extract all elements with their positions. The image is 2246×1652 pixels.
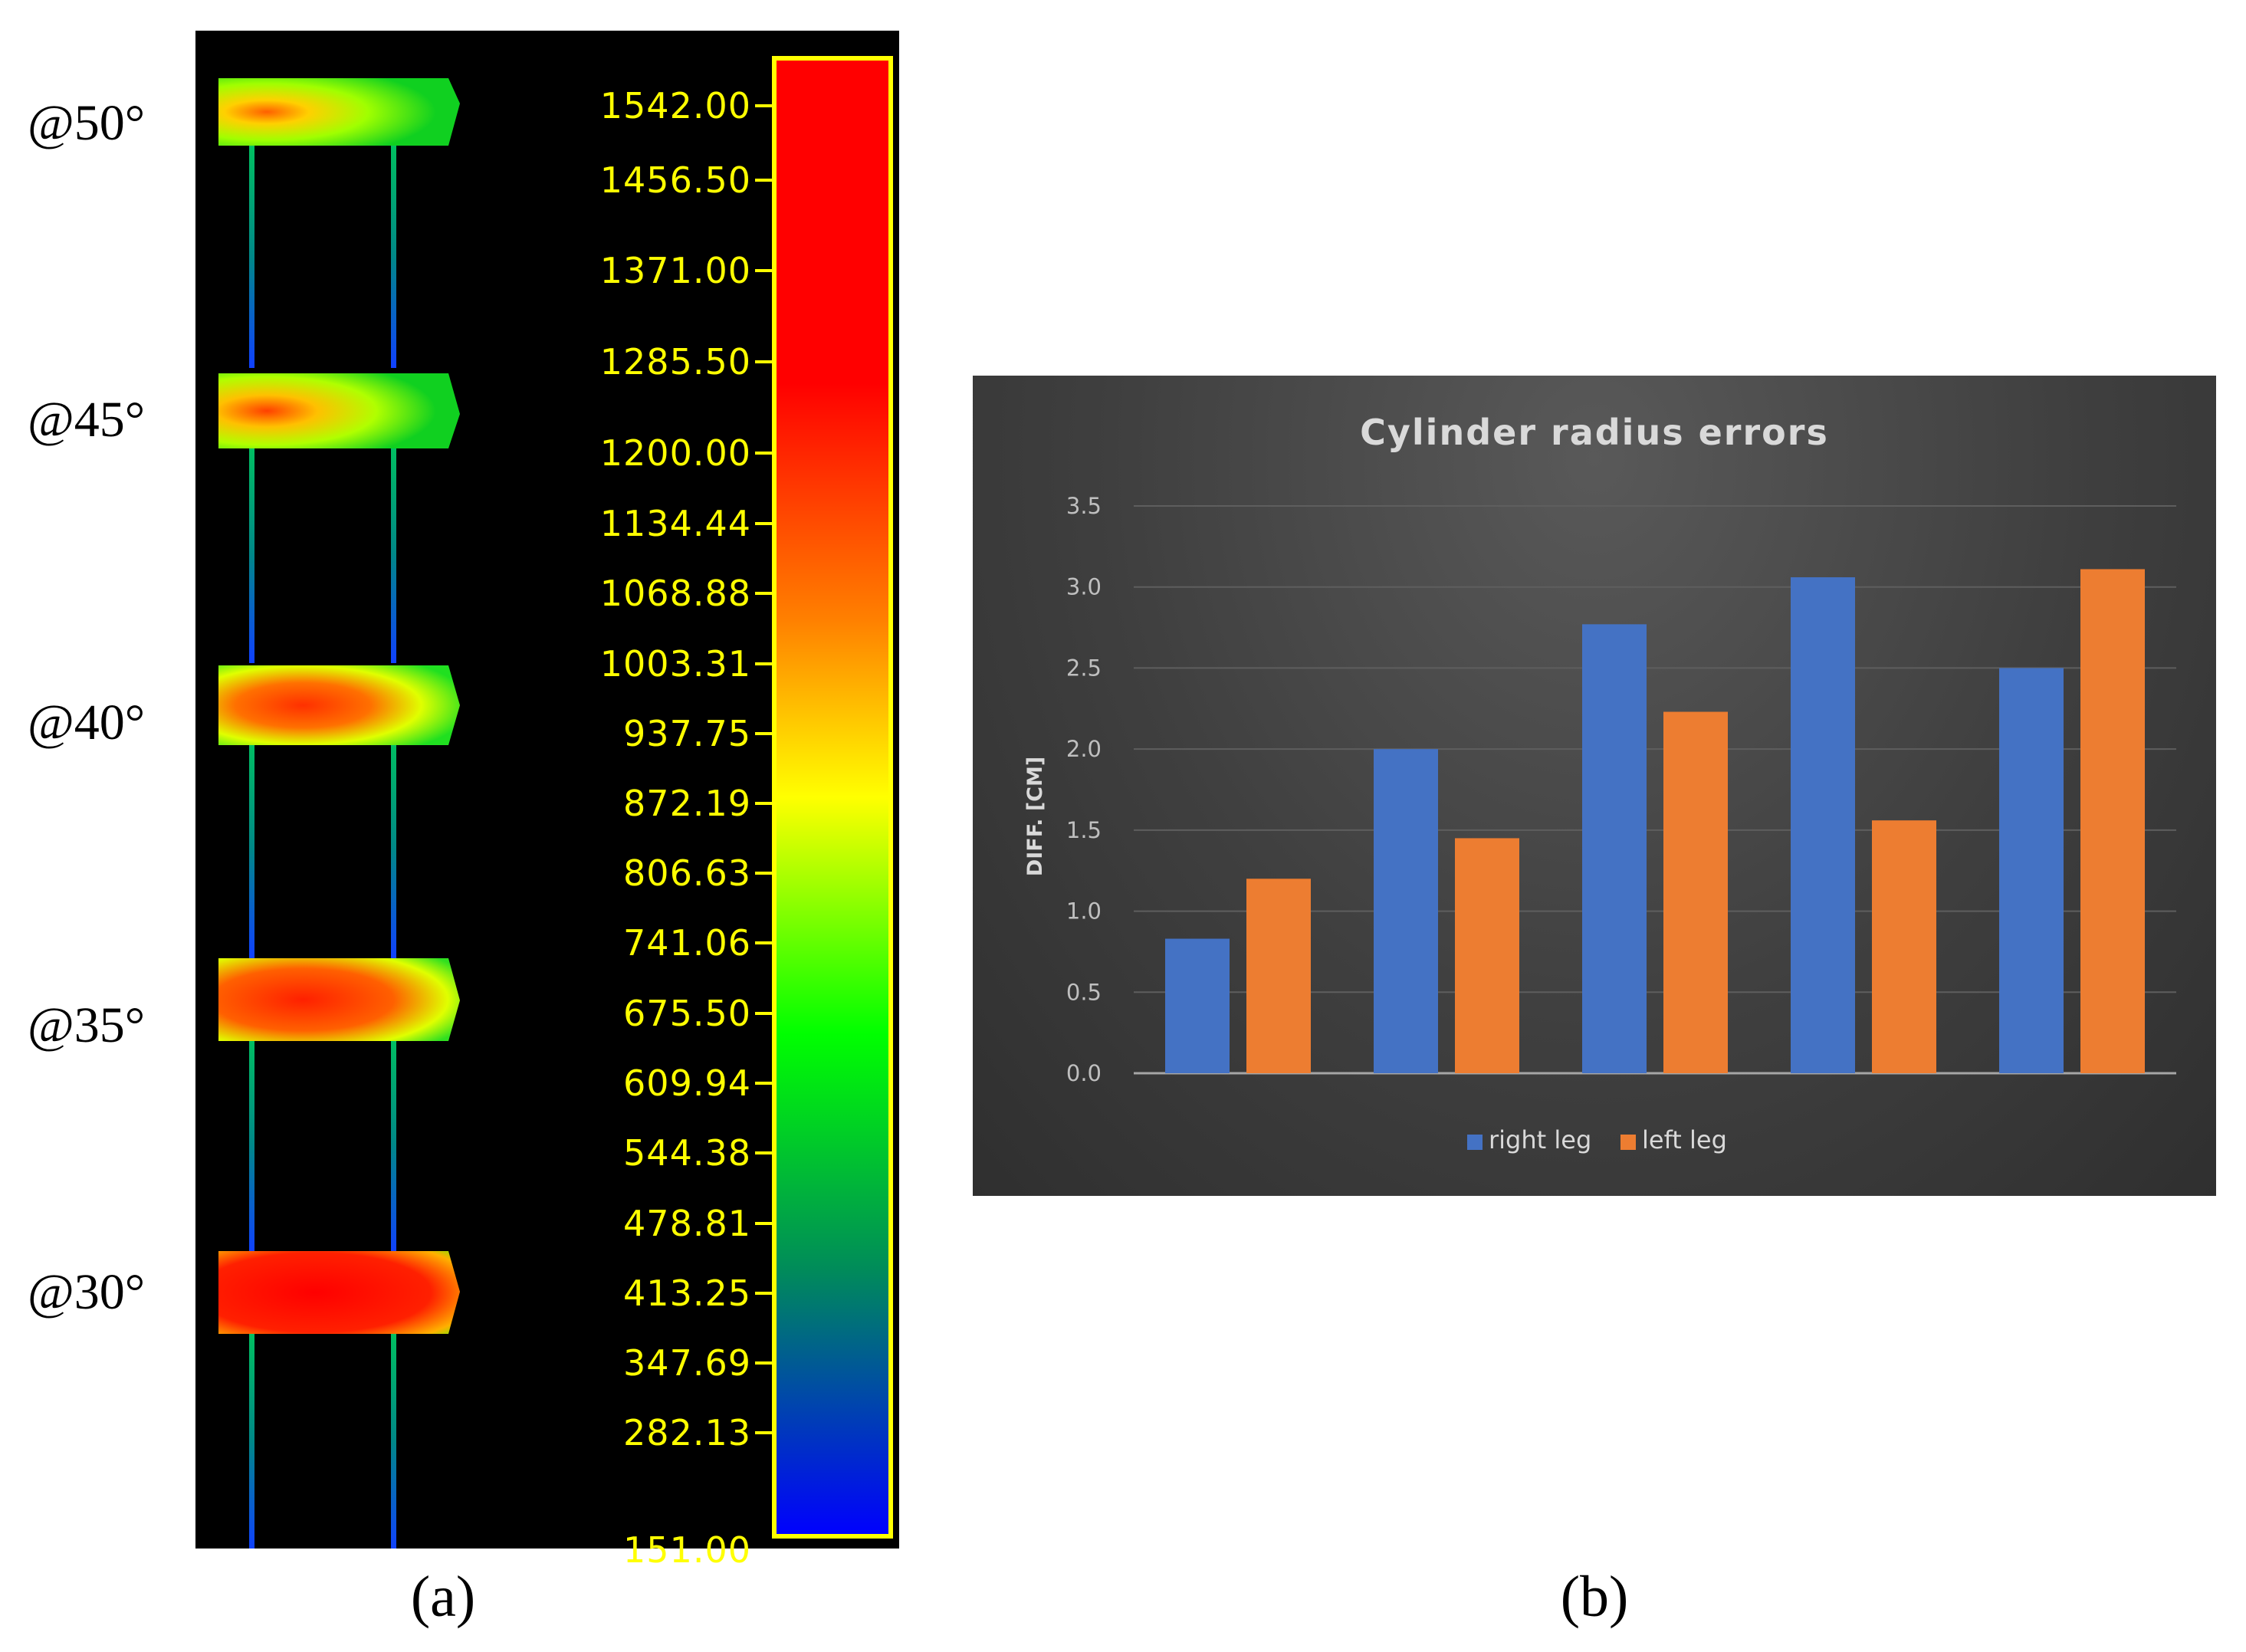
angle-label-30: @30° xyxy=(28,1264,146,1320)
colorbar-tick-label: 478.81 xyxy=(623,1203,751,1244)
y-tick-label: 0.0 xyxy=(1066,1060,1102,1086)
colorbar-tick-label: 609.94 xyxy=(623,1062,751,1104)
colorbar-tick-label: 741.06 xyxy=(623,922,751,964)
colorbar-tick-label: 1068.88 xyxy=(599,573,751,614)
y-tick-label: 2.5 xyxy=(1066,655,1102,681)
colorbar-tick-label: 151.00 xyxy=(623,1529,751,1571)
y-tick-label: 1.5 xyxy=(1066,817,1102,843)
y-tick-label: 3.5 xyxy=(1066,493,1102,519)
bar-right-leg-2 xyxy=(1374,749,1438,1073)
bar-left-leg-5 xyxy=(2080,569,2145,1073)
colorbar-tick-label: 544.38 xyxy=(623,1132,751,1174)
object-30deg xyxy=(218,1251,460,1549)
colorbar-tick-label: 872.19 xyxy=(623,783,751,824)
object-50deg xyxy=(218,78,460,368)
legend-label-left-leg: left leg xyxy=(1642,1125,1727,1154)
bar-left-leg-3 xyxy=(1663,711,1728,1073)
bar-chart-panel: Cylinder radius errors DIFF. [CM] 0.0 0.5… xyxy=(973,376,2216,1196)
colorbar-tick-label: 806.63 xyxy=(623,852,751,894)
colorbar-tick-marks xyxy=(755,104,772,1434)
colorbar-tick-label: 1285.50 xyxy=(599,341,751,383)
angle-label-35: @35° xyxy=(28,997,146,1053)
y-tick-label: 0.5 xyxy=(1066,979,1102,1005)
colorbar-tick-label: 675.50 xyxy=(623,993,751,1034)
colorbar-tick-label: 1542.00 xyxy=(599,85,751,126)
bar-right-leg-4 xyxy=(1791,577,1855,1073)
legend-swatch-right-leg xyxy=(1467,1135,1483,1150)
point-cloud-panel: 1542.00 1456.50 1371.00 1285.50 1200.00 1134.… xyxy=(195,31,899,1569)
bar-left-leg-1 xyxy=(1246,879,1311,1073)
bar-chart: Cylinder radius errors DIFF. [CM] 0.0 0.5… xyxy=(1023,412,2176,1154)
object-40deg xyxy=(218,665,460,958)
colorbar-tick-label: 1371.00 xyxy=(599,250,751,291)
y-axis-ticks: 0.0 0.5 1.0 1.5 2.0 2.5 3.0 3.5 xyxy=(1066,493,1102,1086)
point-cloud-graphic xyxy=(218,56,893,1549)
caption-b: (b) xyxy=(1560,1565,1629,1629)
object-45deg xyxy=(218,373,460,663)
legend-label-right-leg: right leg xyxy=(1489,1125,1591,1154)
y-tick-label: 1.0 xyxy=(1066,898,1102,925)
bar-right-leg-3 xyxy=(1582,624,1647,1073)
bar-right-leg-5 xyxy=(1999,668,2064,1073)
colorbar-tick-label: 347.69 xyxy=(623,1342,751,1384)
y-tick-label: 2.0 xyxy=(1066,736,1102,762)
colorbar-tick-label: 413.25 xyxy=(623,1273,751,1314)
bar-right-leg-1 xyxy=(1165,938,1230,1073)
colorbar-tick-label: 1200.00 xyxy=(599,432,751,474)
colorbar xyxy=(772,56,893,1539)
y-axis-label: DIFF. [CM] xyxy=(1023,757,1047,876)
chart-title: Cylinder radius errors xyxy=(1360,412,1829,453)
angle-label-45: @45° xyxy=(28,392,146,448)
legend-swatch-left-leg xyxy=(1620,1135,1636,1150)
bars xyxy=(1165,569,2145,1073)
bar-left-leg-4 xyxy=(1872,820,1936,1073)
angle-label-40: @40° xyxy=(28,695,146,750)
angle-label-50: @50° xyxy=(28,95,146,151)
colorbar-tick-label: 1134.44 xyxy=(599,503,751,544)
colorbar-tick-label: 937.75 xyxy=(623,713,751,754)
caption-a: (a) xyxy=(410,1565,476,1629)
colorbar-tick-label: 1456.50 xyxy=(599,159,751,201)
colorbar-tick-label: 282.13 xyxy=(623,1412,751,1453)
bar-left-leg-2 xyxy=(1455,838,1519,1073)
object-35deg xyxy=(218,958,460,1253)
colorbar-tick-label: 1003.31 xyxy=(599,643,751,685)
y-tick-label: 3.0 xyxy=(1066,574,1102,600)
legend: right leg left leg xyxy=(1467,1125,1727,1154)
